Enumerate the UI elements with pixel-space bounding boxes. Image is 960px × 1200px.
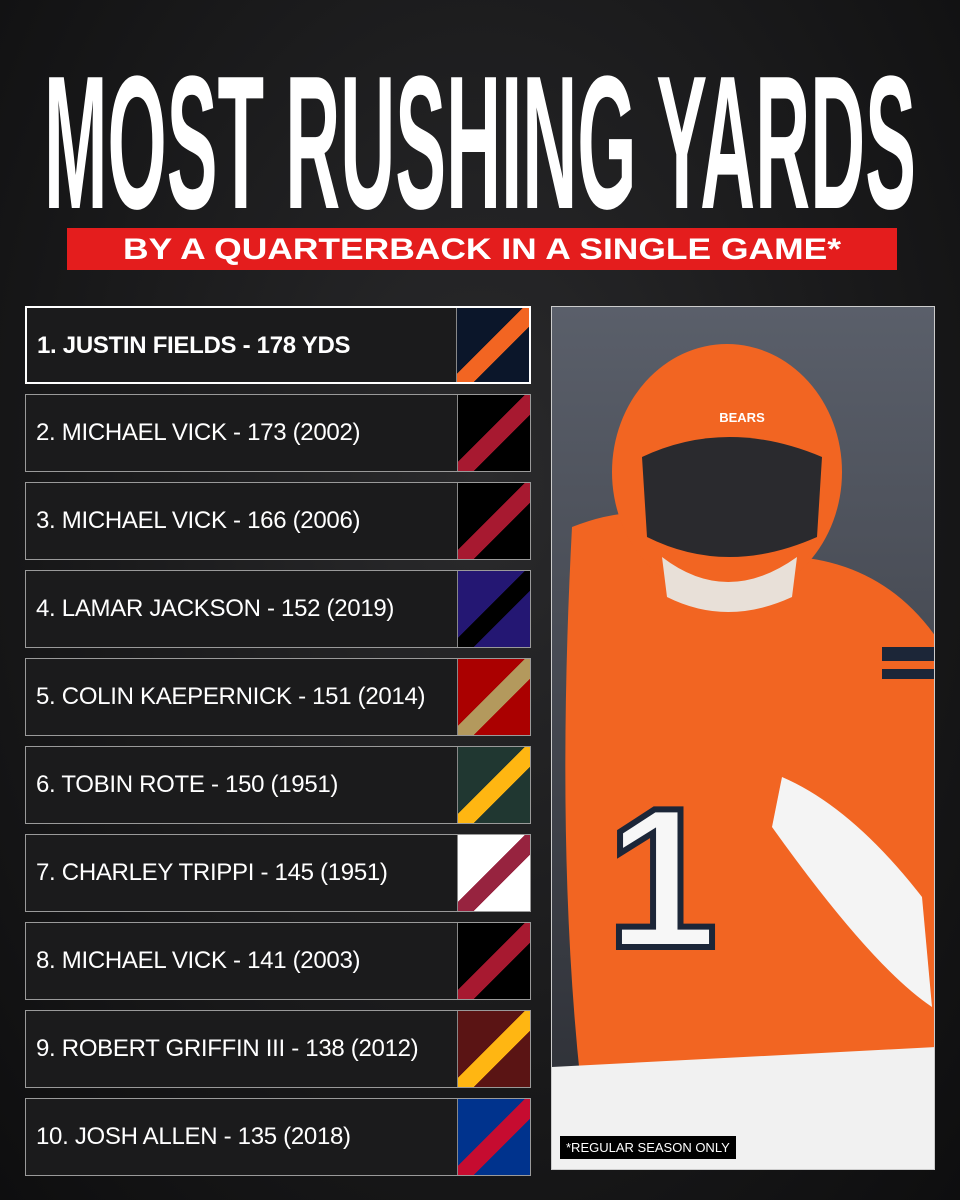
list-row: 7. CHARLEY TRIPPI - 145 (1951): [25, 834, 531, 912]
subtitle-banner: [67, 228, 897, 270]
team-logo: [457, 395, 530, 471]
row-text: 2. MICHAEL VICK - 173 (2002): [36, 419, 361, 446]
list-row: 1. JUSTIN FIELDS - 178 YDS: [25, 306, 531, 384]
team-logo: [457, 747, 530, 823]
header: MOST RUSHING YARDS BY A QUARTERBACK IN A…: [44, 37, 916, 270]
list-row: 10. JOSH ALLEN - 135 (2018): [25, 1098, 531, 1176]
row-text: 6. TOBIN ROTE - 150 (1951): [36, 771, 339, 798]
row-text: 8. MICHAEL VICK - 141 (2003): [36, 947, 361, 974]
list-row: 5. COLIN KAEPERNICK - 151 (2014): [25, 658, 531, 736]
player-photo: BEARS 1 *REGULAR SEASON ONLY: [551, 306, 935, 1170]
subtitle: BY A QUARTERBACK IN A SINGLE GAME*: [123, 233, 841, 266]
jersey-number: 1: [606, 767, 717, 990]
title: MOST RUSHING YARDS: [44, 37, 916, 249]
row-text: 7. CHARLEY TRIPPI - 145 (1951): [36, 859, 388, 886]
row-text: 4. LAMAR JACKSON - 152 (2019): [36, 595, 395, 622]
row-text: 10. JOSH ALLEN - 135 (2018): [36, 1123, 351, 1150]
team-logo: [457, 1011, 530, 1087]
list-row: 2. MICHAEL VICK - 173 (2002): [25, 394, 531, 472]
team-logo: [457, 483, 530, 559]
team-logo: [457, 835, 530, 911]
list-row: 3. MICHAEL VICK - 166 (2006): [25, 482, 531, 560]
team-logo: [457, 1099, 530, 1175]
row-text: 1. JUSTIN FIELDS - 178 YDS: [37, 332, 351, 359]
list-row: 9. ROBERT GRIFFIN III - 138 (2012): [25, 1010, 531, 1088]
list-row: 6. TOBIN ROTE - 150 (1951): [25, 746, 531, 824]
photo-art: BEARS 1: [552, 307, 934, 1169]
row-text: 3. MICHAEL VICK - 166 (2006): [36, 507, 361, 534]
team-logo: [457, 659, 530, 735]
row-text: 5. COLIN KAEPERNICK - 151 (2014): [36, 683, 426, 710]
team-logo: [456, 308, 529, 382]
team-logo: [457, 923, 530, 999]
helmet-text: BEARS: [719, 410, 765, 425]
list-row: 8. MICHAEL VICK - 141 (2003): [25, 922, 531, 1000]
list-row: 4. LAMAR JACKSON - 152 (2019): [25, 570, 531, 648]
team-logo: [457, 571, 530, 647]
row-text: 9. ROBERT GRIFFIN III - 138 (2012): [36, 1035, 419, 1062]
footnote: *REGULAR SEASON ONLY: [560, 1136, 736, 1159]
